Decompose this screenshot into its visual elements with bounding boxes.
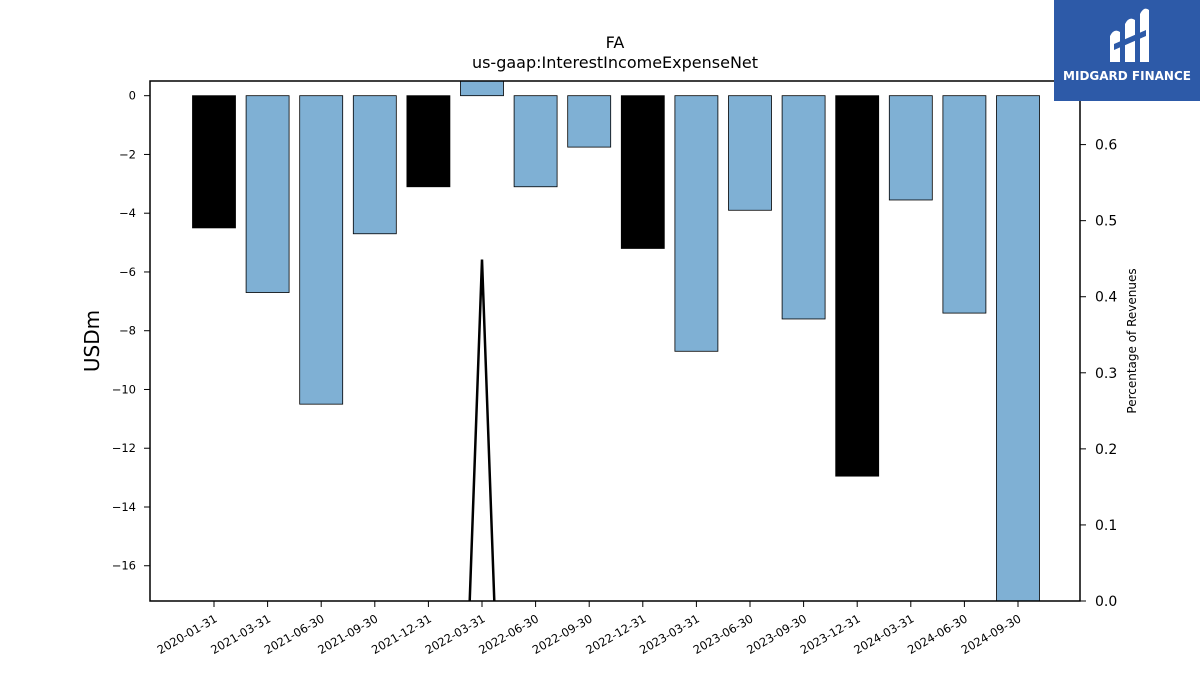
- bar-2023-03-31: [674, 95, 719, 352]
- bar-2022-06-30: [513, 95, 558, 188]
- x-axis: 2020-01-312021-03-312021-06-302021-09-30…: [155, 601, 1024, 657]
- x-tick-label: 2022-09-30: [530, 611, 595, 657]
- y2-tick-label: 0.4: [1095, 290, 1117, 306]
- bar-2023-09-30: [781, 95, 826, 320]
- bar-2021-03-31: [245, 95, 290, 293]
- y2-axis-label: Percentage of Revenues: [1125, 268, 1139, 413]
- y2-tick-label: 0.1: [1095, 518, 1117, 534]
- x-tick-label: 2022-03-31: [423, 611, 488, 657]
- logo-text: MIDGARD FINANCE: [1063, 69, 1191, 83]
- bars-group: [192, 80, 1040, 602]
- plot-frame: [149, 80, 1081, 602]
- y2-tick-label: 0.0: [1095, 594, 1117, 610]
- logo-mark-icon: [1110, 8, 1149, 63]
- x-tick-label: 2021-06-30: [262, 611, 327, 657]
- bar-2022-09-30: [567, 95, 612, 148]
- x-tick-label: 2021-03-31: [208, 611, 273, 657]
- y-tick-label: −8: [119, 324, 136, 338]
- percentage-line: [468, 259, 496, 602]
- x-tick-label: 2024-03-31: [851, 611, 916, 657]
- y-tick-label: −16: [112, 559, 136, 573]
- y2-tick-label: 0.2: [1095, 442, 1117, 458]
- bar-2023-06-30: [728, 95, 772, 211]
- x-tick-label: 2024-06-30: [905, 611, 970, 657]
- y-axis-label: USDm: [80, 310, 104, 372]
- chart-title: FA: [606, 33, 625, 52]
- y-tick-label: −14: [112, 500, 136, 514]
- bar-2020-01-31: [192, 95, 236, 229]
- x-tick-label: 2020-01-31: [155, 611, 220, 657]
- y2-tick-label: 0.3: [1095, 366, 1117, 382]
- x-tick-label: 2023-03-31: [637, 611, 702, 657]
- x-tick-label: 2023-06-30: [691, 611, 756, 657]
- y-axis-right: 0.0 0.1 0.2 0.3 0.4 0.5 0.6: [1080, 138, 1117, 610]
- bar-2024-06-30: [942, 95, 987, 314]
- bar-2022-12-31: [620, 95, 665, 249]
- x-tick-label: 2023-12-31: [798, 611, 863, 657]
- bar-2021-06-30: [299, 95, 344, 405]
- x-tick-label: 2024-09-30: [959, 611, 1024, 657]
- y2-tick-label: 0.5: [1095, 214, 1117, 230]
- chart-subtitle: us-gaap:InterestIncomeExpenseNet: [472, 53, 758, 72]
- bar-2024-09-30: [996, 95, 1040, 602]
- x-tick-label: 2022-06-30: [476, 611, 541, 657]
- line-layer: [468, 259, 496, 602]
- bar-2021-09-30: [352, 95, 397, 235]
- midgard-finance-logo: MIDGARD FINANCE: [1054, 0, 1200, 101]
- y2-tick-label: 0.6: [1095, 138, 1117, 154]
- y-tick-label: −6: [119, 265, 136, 279]
- bar-2022-03-31: [460, 80, 504, 97]
- y-tick-label: −4: [119, 206, 136, 220]
- y-tick-label: −10: [112, 382, 136, 396]
- bar-2023-12-31: [835, 95, 880, 477]
- x-tick-label: 2021-09-30: [315, 611, 380, 657]
- bar-2021-12-31: [406, 95, 451, 188]
- x-tick-label: 2022-12-31: [583, 611, 648, 657]
- x-tick-label: 2021-12-31: [369, 611, 434, 657]
- y-tick-label: 0: [129, 89, 136, 103]
- y-axis-left: 0 −2 −4 −6 −8 −10 −12 −14 −16: [112, 89, 150, 573]
- y-tick-label: −2: [119, 147, 136, 161]
- y-tick-label: −12: [112, 441, 136, 455]
- x-tick-label: 2023-09-30: [744, 611, 809, 657]
- bar-2024-03-31: [888, 95, 933, 201]
